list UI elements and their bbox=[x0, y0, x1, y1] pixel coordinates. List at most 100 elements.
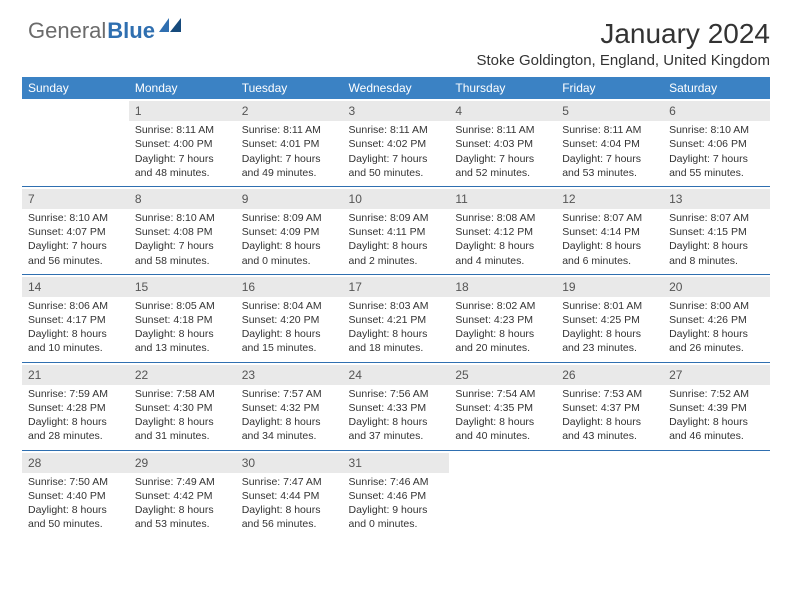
calendar-day-cell: 6Sunrise: 8:10 AMSunset: 4:06 PMDaylight… bbox=[663, 99, 770, 186]
calendar-day-cell: 3Sunrise: 8:11 AMSunset: 4:02 PMDaylight… bbox=[343, 99, 450, 186]
daylight-line-2: and 6 minutes. bbox=[562, 254, 657, 268]
calendar-table: Sunday Monday Tuesday Wednesday Thursday… bbox=[22, 77, 770, 537]
calendar-week-row: 21 Sunrise: 7:59 AMSunset: 4:28 PM Dayligh… bbox=[22, 362, 770, 450]
logo-text-1: General bbox=[28, 18, 106, 44]
day-number: 18 bbox=[449, 277, 556, 297]
daylight-line-2: and 4 minutes. bbox=[455, 254, 550, 268]
calendar-day-cell: 28Sunrise: 7:50 AMSunset: 4:40 PMDayligh… bbox=[22, 450, 129, 537]
sunrise-line: Sunrise: 8:11 AM bbox=[455, 123, 550, 137]
daylight-line-2: and 28 minutes. bbox=[28, 429, 123, 443]
daylight-line-1: Daylight: 7 hours bbox=[349, 152, 444, 166]
day-header: Monday bbox=[129, 77, 236, 99]
calendar-day-cell: 2Sunrise: 8:11 AMSunset: 4:01 PMDaylight… bbox=[236, 99, 343, 186]
sunset-line: Sunset: 4:01 PM bbox=[242, 137, 337, 151]
day-number: 4 bbox=[449, 101, 556, 121]
sunrise-line: Sunrise: 7:49 AM bbox=[135, 475, 230, 489]
calendar-day-cell: 22Sunrise: 7:58 AMSunset: 4:30 PMDayligh… bbox=[129, 362, 236, 450]
daylight-line-1: Daylight: 8 hours bbox=[562, 415, 657, 429]
daylight-line-2: and 20 minutes. bbox=[455, 341, 550, 355]
page-subtitle: Stoke Goldington, England, United Kingdo… bbox=[22, 52, 770, 69]
daylight-line-2: and 0 minutes. bbox=[242, 254, 337, 268]
day-number: 20 bbox=[663, 277, 770, 297]
sunrise-line: Sunrise: 8:02 AM bbox=[455, 299, 550, 313]
calendar-day-cell: 7Sunrise: 8:10 AMSunset: 4:07 PMDaylight… bbox=[22, 186, 129, 274]
calendar-day-cell: 17Sunrise: 8:03 AMSunset: 4:21 PMDayligh… bbox=[343, 274, 450, 362]
day-number: 30 bbox=[236, 453, 343, 473]
sunset-line: Sunset: 4:33 PM bbox=[349, 401, 444, 415]
daylight-line-2: and 26 minutes. bbox=[669, 341, 764, 355]
calendar-day-cell: 13 Sunrise: 8:07 AMSunset: 4:15 PMDayligh… bbox=[663, 186, 770, 274]
sunset-line: Sunset: 4:28 PM bbox=[28, 401, 123, 415]
day-number: 24 bbox=[343, 365, 450, 385]
daylight-line-2: and 10 minutes. bbox=[28, 341, 123, 355]
day-header: Friday bbox=[556, 77, 663, 99]
daylight-line-2: and 49 minutes. bbox=[242, 166, 337, 180]
sunset-line: Sunset: 4:07 PM bbox=[28, 225, 123, 239]
sunset-line: Sunset: 4:04 PM bbox=[562, 137, 657, 151]
logo-mark-icon bbox=[159, 18, 181, 32]
daylight-line-1: Daylight: 8 hours bbox=[669, 239, 764, 253]
daylight-line-1: Daylight: 8 hours bbox=[562, 239, 657, 253]
daylight-line-1: Daylight: 7 hours bbox=[135, 152, 230, 166]
calendar-day-cell: 18Sunrise: 8:02 AMSunset: 4:23 PMDayligh… bbox=[449, 274, 556, 362]
calendar-week-row: 1Sunrise: 8:11 AMSunset: 4:00 PMDaylight… bbox=[22, 99, 770, 186]
day-number: 13 bbox=[663, 189, 770, 209]
sunrise-line: Sunrise: 8:11 AM bbox=[349, 123, 444, 137]
calendar-day-cell: 19Sunrise: 8:01 AMSunset: 4:25 PMDayligh… bbox=[556, 274, 663, 362]
sunset-line: Sunset: 4:42 PM bbox=[135, 489, 230, 503]
calendar-day-cell: 8Sunrise: 8:10 AMSunset: 4:08 PMDaylight… bbox=[129, 186, 236, 274]
calendar-header-row: Sunday Monday Tuesday Wednesday Thursday… bbox=[22, 77, 770, 99]
daylight-line-2: and 34 minutes. bbox=[242, 429, 337, 443]
sunset-line: Sunset: 4:20 PM bbox=[242, 313, 337, 327]
daylight-line-2: and 2 minutes. bbox=[349, 254, 444, 268]
daylight-line-2: and 48 minutes. bbox=[135, 166, 230, 180]
calendar-day-cell: 30Sunrise: 7:47 AMSunset: 4:44 PMDayligh… bbox=[236, 450, 343, 537]
calendar-day-cell bbox=[556, 450, 663, 537]
calendar-day-cell: 9Sunrise: 8:09 AMSunset: 4:09 PMDaylight… bbox=[236, 186, 343, 274]
daylight-line-2: and 53 minutes. bbox=[135, 517, 230, 531]
daylight-line-2: and 18 minutes. bbox=[349, 341, 444, 355]
day-header: Wednesday bbox=[343, 77, 450, 99]
daylight-line-2: and 23 minutes. bbox=[562, 341, 657, 355]
sunrise-line: Sunrise: 7:54 AM bbox=[455, 387, 550, 401]
day-number: 31 bbox=[343, 453, 450, 473]
calendar-day-cell: 15Sunrise: 8:05 AMSunset: 4:18 PMDayligh… bbox=[129, 274, 236, 362]
daylight-line-1: Daylight: 8 hours bbox=[242, 503, 337, 517]
sunrise-line: Sunrise: 7:59 AM bbox=[28, 387, 123, 401]
sunset-line: Sunset: 4:26 PM bbox=[669, 313, 764, 327]
daylight-line-2: and 52 minutes. bbox=[455, 166, 550, 180]
sunrise-line: Sunrise: 8:00 AM bbox=[669, 299, 764, 313]
calendar-day-cell: 11Sunrise: 8:08 AMSunset: 4:12 PMDayligh… bbox=[449, 186, 556, 274]
daylight-line-2: and 46 minutes. bbox=[669, 429, 764, 443]
day-number: 3 bbox=[343, 101, 450, 121]
sunrise-line: Sunrise: 8:11 AM bbox=[242, 123, 337, 137]
sunset-line: Sunset: 4:15 PM bbox=[669, 225, 764, 239]
calendar-week-row: 7Sunrise: 8:10 AMSunset: 4:07 PMDaylight… bbox=[22, 186, 770, 274]
day-number: 21 bbox=[22, 365, 129, 385]
daylight-line-1: Daylight: 8 hours bbox=[669, 327, 764, 341]
sunrise-line: Sunrise: 8:04 AM bbox=[242, 299, 337, 313]
daylight-line-2: and 50 minutes. bbox=[28, 517, 123, 531]
calendar-day-cell: 23Sunrise: 7:57 AMSunset: 4:32 PMDayligh… bbox=[236, 362, 343, 450]
daylight-line-1: Daylight: 8 hours bbox=[28, 327, 123, 341]
day-number: 23 bbox=[236, 365, 343, 385]
calendar-day-cell: 1Sunrise: 8:11 AMSunset: 4:00 PMDaylight… bbox=[129, 99, 236, 186]
sunset-line: Sunset: 4:12 PM bbox=[455, 225, 550, 239]
sunrise-line: Sunrise: 8:05 AM bbox=[135, 299, 230, 313]
daylight-line-2: and 8 minutes. bbox=[669, 254, 764, 268]
calendar-day-cell bbox=[663, 450, 770, 537]
logo-text-2: Blue bbox=[107, 18, 155, 44]
sunset-line: Sunset: 4:30 PM bbox=[135, 401, 230, 415]
daylight-line-1: Daylight: 8 hours bbox=[455, 239, 550, 253]
day-number: 2 bbox=[236, 101, 343, 121]
sunrise-line: Sunrise: 8:07 AM bbox=[669, 211, 764, 225]
sunrise-line: Sunrise: 7:47 AM bbox=[242, 475, 337, 489]
daylight-line-1: Daylight: 8 hours bbox=[455, 327, 550, 341]
daylight-line-2: and 55 minutes. bbox=[669, 166, 764, 180]
daylight-line-2: and 31 minutes. bbox=[135, 429, 230, 443]
day-number: 11 bbox=[449, 189, 556, 209]
sunrise-line: Sunrise: 8:01 AM bbox=[562, 299, 657, 313]
calendar-week-row: 28Sunrise: 7:50 AMSunset: 4:40 PMDayligh… bbox=[22, 450, 770, 537]
daylight-line-1: Daylight: 8 hours bbox=[135, 503, 230, 517]
sunrise-line: Sunrise: 8:11 AM bbox=[135, 123, 230, 137]
